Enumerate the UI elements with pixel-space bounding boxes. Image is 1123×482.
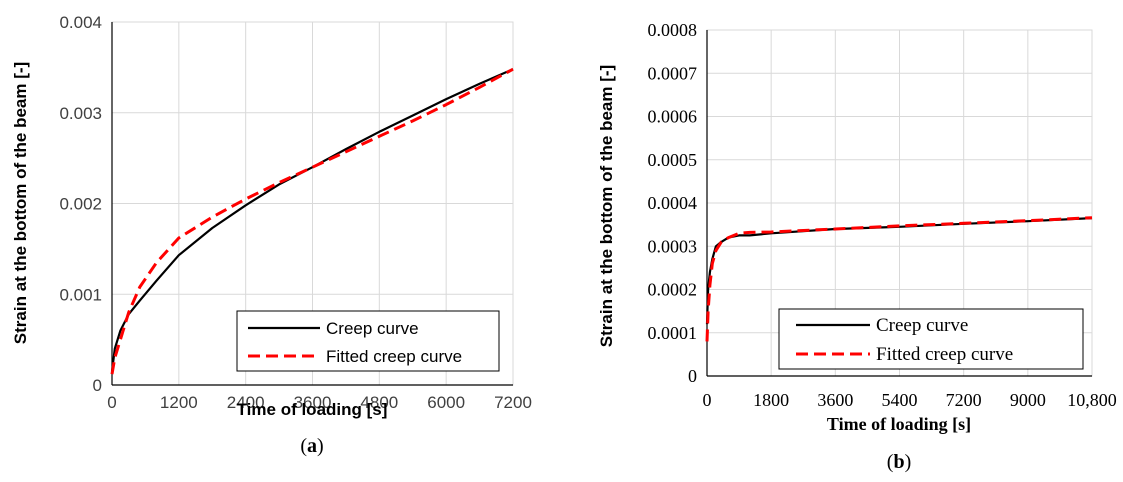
x-tick-label: 3600 <box>817 390 853 410</box>
x-tick-label: 5400 <box>882 390 918 410</box>
series-line-fitted-creep <box>705 216 1093 342</box>
x-tick-label: 2400 <box>227 393 265 412</box>
chart-panel-b: 0 1800 3600 5400 7200 9000 10,800 0 0.0001 0.0002… <box>597 20 1117 473</box>
y-axis-title-a: Strain at the bottom of the beam [-] <box>11 62 30 344</box>
x-tick-label: 3600 <box>294 393 332 412</box>
y-tick-label: 0.0003 <box>648 236 698 256</box>
y-tick-label: 0 <box>688 366 697 386</box>
series-lines-a <box>110 67 514 375</box>
tick-labels-b: 0 1800 3600 5400 7200 9000 10,800 0 0.0001 0.0002… <box>648 20 1117 410</box>
x-tick-label: 0 <box>703 390 712 410</box>
y-tick-label: 0.0007 <box>648 63 698 83</box>
y-tick-label: 0.0005 <box>648 150 698 170</box>
x-tick-label: 7200 <box>946 390 982 410</box>
y-tick-label: 0.001 <box>59 285 102 304</box>
legend-label-fitted-b: Fitted creep curve <box>876 344 1013 365</box>
x-tick-label: 0 <box>107 393 116 412</box>
y-tick-label: 0.003 <box>59 104 102 123</box>
series-line-fitted-creep <box>110 67 514 375</box>
x-tick-label: 6000 <box>427 393 465 412</box>
x-axis-title-b: Time of loading [s] <box>827 414 971 434</box>
y-tick-label: 0.002 <box>59 195 102 214</box>
series-lines-b <box>705 216 1093 342</box>
panel-label-b: (b) <box>887 451 911 473</box>
chart-panel-a: 0 1200 2400 3600 4800 6000 7200 0 0.001 0.002 0.00… <box>11 13 532 457</box>
legend-label-fitted-a: Fitted creep curve <box>326 347 462 366</box>
y-tick-label: 0.0002 <box>648 280 698 300</box>
legend-box-b <box>778 308 1084 370</box>
legend-label-creep-b: Creep curve <box>876 315 968 336</box>
legend-box-a <box>236 310 500 372</box>
x-axis-title-a: Time of loading [s] <box>237 400 388 419</box>
x-tick-label: 1200 <box>160 393 198 412</box>
x-tick-label: 7200 <box>494 393 532 412</box>
x-tick-label: 4800 <box>360 393 398 412</box>
x-tick-label: 1800 <box>753 390 789 410</box>
y-tick-label: 0.0001 <box>648 323 698 343</box>
y-tick-label: 0 <box>93 376 102 395</box>
x-tick-label: 9000 <box>1010 390 1046 410</box>
y-axis-title-b: Strain at the bottom of the beam [-] <box>597 65 616 347</box>
panel-label-a: (a) <box>300 435 323 457</box>
y-tick-label: 0.0008 <box>648 20 698 40</box>
y-tick-label: 0.0006 <box>648 107 698 127</box>
tick-labels-a: 0 1200 2400 3600 4800 6000 7200 0 0.001 0.002 0.00… <box>59 13 531 412</box>
y-tick-label: 0.0004 <box>648 193 698 213</box>
legend-a: Creep curve Fitted creep curve <box>236 310 500 372</box>
legend-b: Creep curve Fitted creep curve <box>778 308 1084 370</box>
legend-label-creep-a: Creep curve <box>326 319 419 338</box>
y-tick-label: 0.004 <box>59 13 102 32</box>
x-tick-label: 10,800 <box>1067 390 1117 410</box>
